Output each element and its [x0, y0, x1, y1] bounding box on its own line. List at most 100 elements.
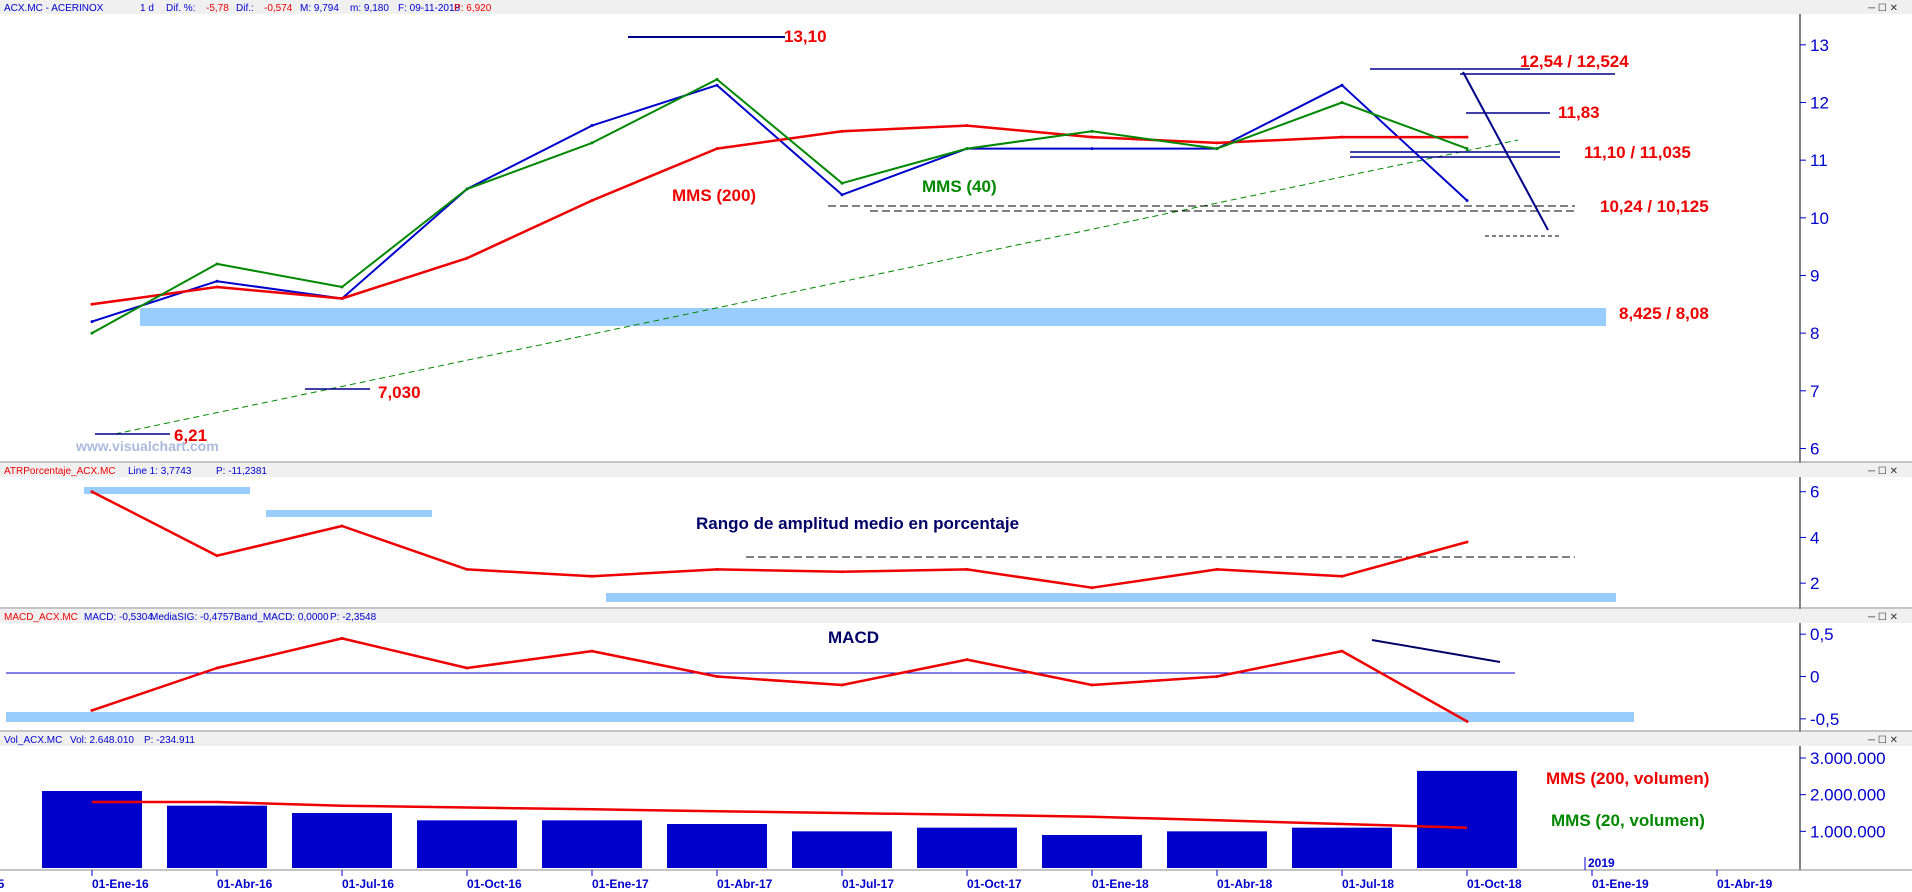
- volume-bar: [292, 813, 392, 868]
- mms200-line-point: [215, 285, 219, 289]
- r3-annotation: 11,10 / 11,035: [1584, 143, 1691, 162]
- mms40-line-point: [840, 181, 844, 185]
- x-tick-label: 01-Ene-19: [1592, 877, 1649, 891]
- macd-line-point: [1090, 683, 1094, 687]
- volume-bar: [417, 820, 517, 868]
- macd-line-point: [840, 683, 844, 687]
- r2-annotation: 11,83: [1558, 103, 1600, 122]
- macd-name: MACD_ACX.MC: [4, 612, 78, 623]
- dif-label: Dif.:: [236, 3, 254, 14]
- trendline-support: [114, 139, 1519, 435]
- x-tick-label: 01-Ene-17: [592, 877, 649, 891]
- price-y-axis: 13 12 11 10 9 8 7 6: [1799, 16, 1829, 460]
- atr-band-2: [266, 510, 432, 517]
- atr-window-buttons[interactable]: ─ ☐ ✕: [1867, 466, 1898, 477]
- macd-line-point: [340, 636, 344, 640]
- volume-bar: [167, 805, 267, 868]
- y-tick-label: 1.000.000: [1810, 822, 1886, 841]
- y-tick-label: 0: [1810, 668, 1819, 687]
- window-buttons[interactable]: ─ ☐ ✕: [1867, 3, 1898, 14]
- atr-line-point: [215, 554, 219, 558]
- mms40-line-point: [1340, 100, 1344, 104]
- s1-annotation: 8,425 / 8,08: [1619, 304, 1709, 323]
- x-tick-label: 01-Abr-16: [217, 877, 273, 891]
- mms200-line-point: [465, 256, 469, 260]
- atr-line-point: [465, 567, 469, 571]
- x-tick-label: Oct-15: [0, 877, 5, 891]
- y-tick-label: 2: [1810, 574, 1819, 593]
- x-tick-label: 01-Abr-19: [1717, 877, 1773, 891]
- atr-header: ATRPorcentaje_ACX.MC Line 1: 3,7743 P: -…: [0, 463, 1912, 477]
- downtrend-line: [1462, 71, 1549, 231]
- atr-line: Line 1: 3,7743: [128, 466, 192, 477]
- mms200-line-point: [1215, 141, 1219, 145]
- atr-line-point: [840, 570, 844, 574]
- p-label: P: 6,920: [454, 3, 492, 14]
- volume-bar: [542, 820, 642, 868]
- y-tick-label: 4: [1810, 528, 1819, 547]
- svg-text:─ ☐ ✕: ─ ☐ ✕: [1867, 3, 1898, 14]
- y-tick-label: 13: [1810, 36, 1829, 55]
- ticker-label: ACX.MC - ACERINOX: [4, 3, 104, 14]
- atr-line-point: [340, 524, 344, 528]
- macd-divergence-line: [1371, 639, 1501, 663]
- mms200-line-point: [340, 297, 344, 301]
- price-series-group: [90, 77, 1469, 335]
- price-header: ACX.MC - ACERINOX 1 d Dif. %: -5,78 Dif.…: [0, 0, 1912, 14]
- mms200-line-point: [965, 124, 969, 128]
- atr-line: [91, 490, 1468, 589]
- mms200-label: MMS (200): [672, 186, 756, 205]
- volume-bar: [792, 831, 892, 868]
- price-line-point: [590, 124, 594, 128]
- vol-window-buttons[interactable]: ─ ☐ ✕: [1867, 735, 1898, 746]
- x-axis: Oct-15 01-Ene-16 01-Abr-16 01-Jul-16 01-Oct-…: [0, 870, 1773, 891]
- macd-series-group: [90, 636, 1469, 723]
- macd-line-point: [965, 658, 969, 662]
- mms40-line-point: [1090, 129, 1094, 133]
- atr-line-point: [90, 490, 94, 494]
- macd-line-point: [215, 666, 219, 670]
- y-tick-label: 10: [1810, 209, 1829, 228]
- r4-annotation: 10,24 / 10,125: [1600, 197, 1709, 216]
- atr-line-point: [1465, 540, 1469, 544]
- macd-line-point: [715, 675, 719, 678]
- mms200-line-point: [590, 199, 594, 203]
- mms40-line-point: [215, 262, 219, 266]
- x-tick-label: 01-Oct-18: [1467, 877, 1522, 891]
- low2-annotation: 6,21: [174, 426, 207, 445]
- atr-line-point: [715, 567, 719, 571]
- volume-bar: [917, 827, 1017, 868]
- low1-annotation: 7,030: [378, 383, 421, 402]
- macd-p: P: -2,3548: [330, 612, 377, 623]
- vol-mms200-line: [92, 800, 1468, 829]
- macd-window-buttons[interactable]: ─ ☐ ✕: [1867, 612, 1898, 623]
- macd-line-point: [1215, 675, 1219, 678]
- mms40-line-point: [340, 285, 344, 289]
- vol-name: Vol_ACX.MC: [4, 735, 62, 746]
- y-tick-label: 7: [1810, 382, 1819, 401]
- atr-band-3: [606, 593, 1616, 602]
- y-tick-label: -0,5: [1810, 710, 1839, 729]
- high-annotation: 13,10: [784, 27, 827, 46]
- r1-annotation: 12,54 / 12,524: [1520, 52, 1629, 71]
- x-tick-label: 01-Abr-17: [717, 877, 773, 891]
- atr-line-point: [965, 567, 969, 571]
- volume-series-group: [42, 770, 1517, 868]
- price-line-point: [90, 320, 94, 324]
- x-tick-label: 01-Jul-18: [1342, 877, 1394, 891]
- min-label: m: 9,180: [350, 3, 389, 14]
- svg-text:─ ☐ ✕: ─ ☐ ✕: [1867, 612, 1898, 623]
- price-line-point: [1465, 199, 1469, 203]
- watermark: www.visualchart.com: [75, 438, 219, 454]
- macd-line-point: [90, 708, 94, 712]
- x-tick-label: 01-Oct-16: [467, 877, 522, 891]
- mms200-line-point: [1090, 135, 1094, 139]
- y-tick-label: 6: [1810, 439, 1819, 458]
- macd-line-point: [1340, 649, 1344, 653]
- mms200-line-point: [840, 129, 844, 133]
- period-label: 1 d: [140, 3, 154, 14]
- x-tick-label: 01-Oct-17: [967, 877, 1022, 891]
- y-tick-label: 3.000.000: [1810, 749, 1886, 768]
- macd-band: [6, 712, 1634, 722]
